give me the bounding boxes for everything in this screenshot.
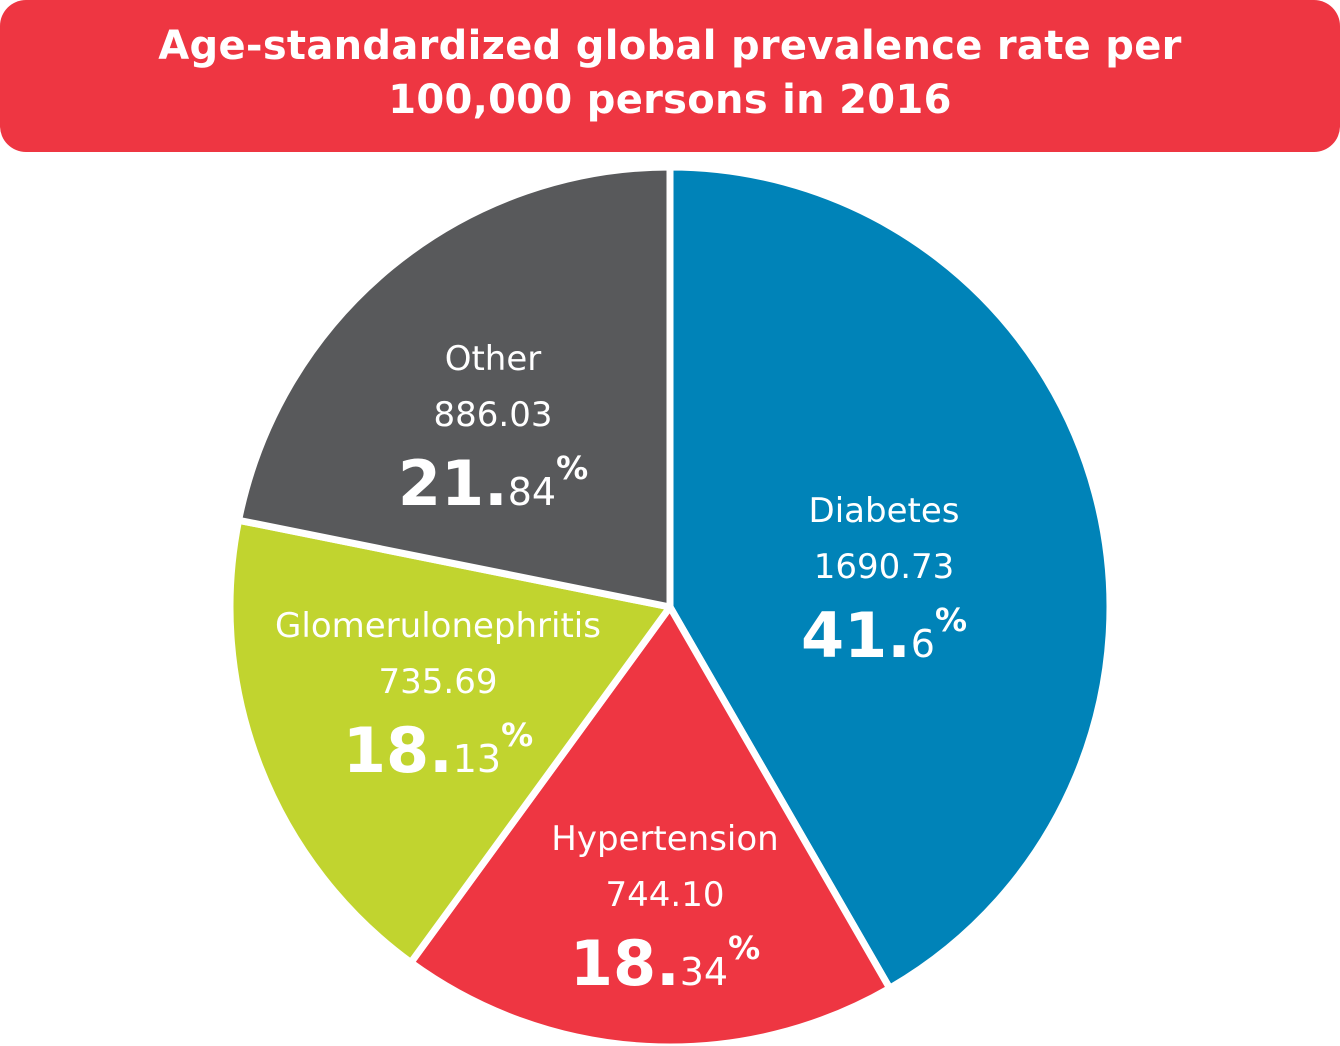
slice-value-glomerulonephritis: 735.69 — [379, 662, 498, 702]
pie-labels: Diabetes 1690.73 41.6% Hypertension 744.10 18… — [275, 339, 967, 1000]
pie-slice-other — [235, 163, 674, 611]
slice-name-diabetes: Diabetes — [809, 491, 960, 531]
slice-name-glomerulonephritis: Glomerulonephritis — [275, 606, 601, 646]
slice-name-hypertension: Hypertension — [551, 819, 778, 859]
slice-value-other: 886.03 — [434, 395, 553, 435]
slice-label-glomerulonephritis: Glomerulonephritis 735.69 18.13% — [275, 606, 601, 787]
slice-percent-diabetes: 41.6% — [801, 599, 967, 672]
slice-value-hypertension: 744.10 — [606, 875, 725, 915]
pie-slice-diabetes — [666, 163, 1114, 992]
slice-label-hypertension: Hypertension 744.10 18.34% — [551, 819, 778, 1000]
chart-title-line-2: 100,000 persons in 2016 — [388, 77, 952, 123]
chart-title-line-1: Age-standardized global prevalence rate … — [158, 23, 1182, 69]
slice-label-other: Other 886.03 21.84% — [398, 339, 588, 520]
slice-name-other: Other — [445, 339, 542, 379]
slice-percent-hypertension: 18.34% — [570, 927, 760, 1000]
slice-label-diabetes: Diabetes 1690.73 41.6% — [801, 491, 967, 672]
title-banner: Age-standardized global prevalence rate … — [0, 0, 1340, 152]
pie-slices — [226, 163, 1114, 1046]
pie-slice-hypertension — [407, 603, 894, 1046]
slice-percent-glomerulonephritis: 18.13% — [343, 714, 533, 787]
pie-slice-glomerulonephritis — [226, 516, 674, 967]
slice-percent-other: 21.84% — [398, 447, 588, 520]
slice-value-diabetes: 1690.73 — [814, 547, 955, 587]
